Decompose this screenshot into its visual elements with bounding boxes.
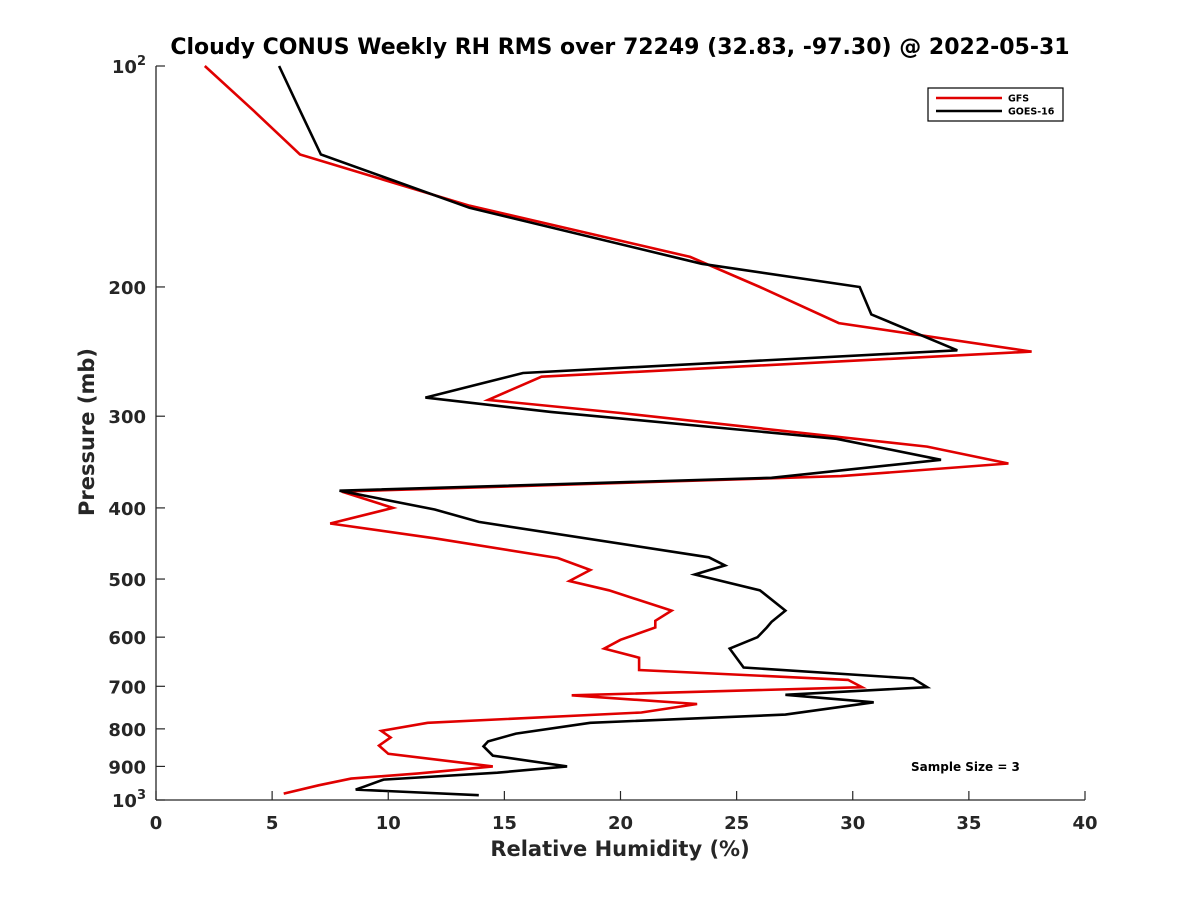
legend-box <box>927 87 1064 122</box>
x-axis-label: Relative Humidity (%) <box>490 837 749 861</box>
series-line-gfs <box>203 65 1032 795</box>
x-tick-label: 40 <box>1072 813 1097 834</box>
y-axis-label: Pressure (mb) <box>75 348 99 516</box>
y-tick-label: 102 <box>112 54 146 78</box>
x-tick-label: 5 <box>266 813 279 834</box>
y-tick-label: 700 <box>108 677 146 698</box>
legend-label-gfs: GFS <box>1008 94 1029 105</box>
y-tick-label: 500 <box>108 570 146 591</box>
x-tick-label: 20 <box>608 813 633 834</box>
y-tick-label: 300 <box>108 407 146 428</box>
x-tick-label: 30 <box>840 813 865 834</box>
x-tick-label: 25 <box>724 813 749 834</box>
sample-size-annotation: Sample Size = 3 <box>911 760 1020 774</box>
y-tick-label: 400 <box>108 499 146 520</box>
x-tick-label: 10 <box>376 813 401 834</box>
series-line-goes-16 <box>277 65 958 797</box>
x-tick-label: 0 <box>150 813 163 834</box>
x-tick-label: 15 <box>492 813 517 834</box>
y-tick-label: 200 <box>108 278 146 299</box>
legend: GFS GOES-16 <box>927 87 1064 122</box>
chart-title: Cloudy CONUS Weekly RH RMS over 72249 (3… <box>170 35 1069 60</box>
legend-label-goes-16: GOES-16 <box>1008 107 1055 118</box>
x-tick-label: 35 <box>956 813 981 834</box>
series-layer <box>203 65 1032 797</box>
y-tick-label: 600 <box>108 628 146 649</box>
axes: 0 5 10 15 20 25 30 35 40 102 200 300 400 500 600 700 800… <box>108 54 1097 834</box>
y-tick-label: 900 <box>108 757 146 778</box>
y-tick-label: 800 <box>108 720 146 741</box>
